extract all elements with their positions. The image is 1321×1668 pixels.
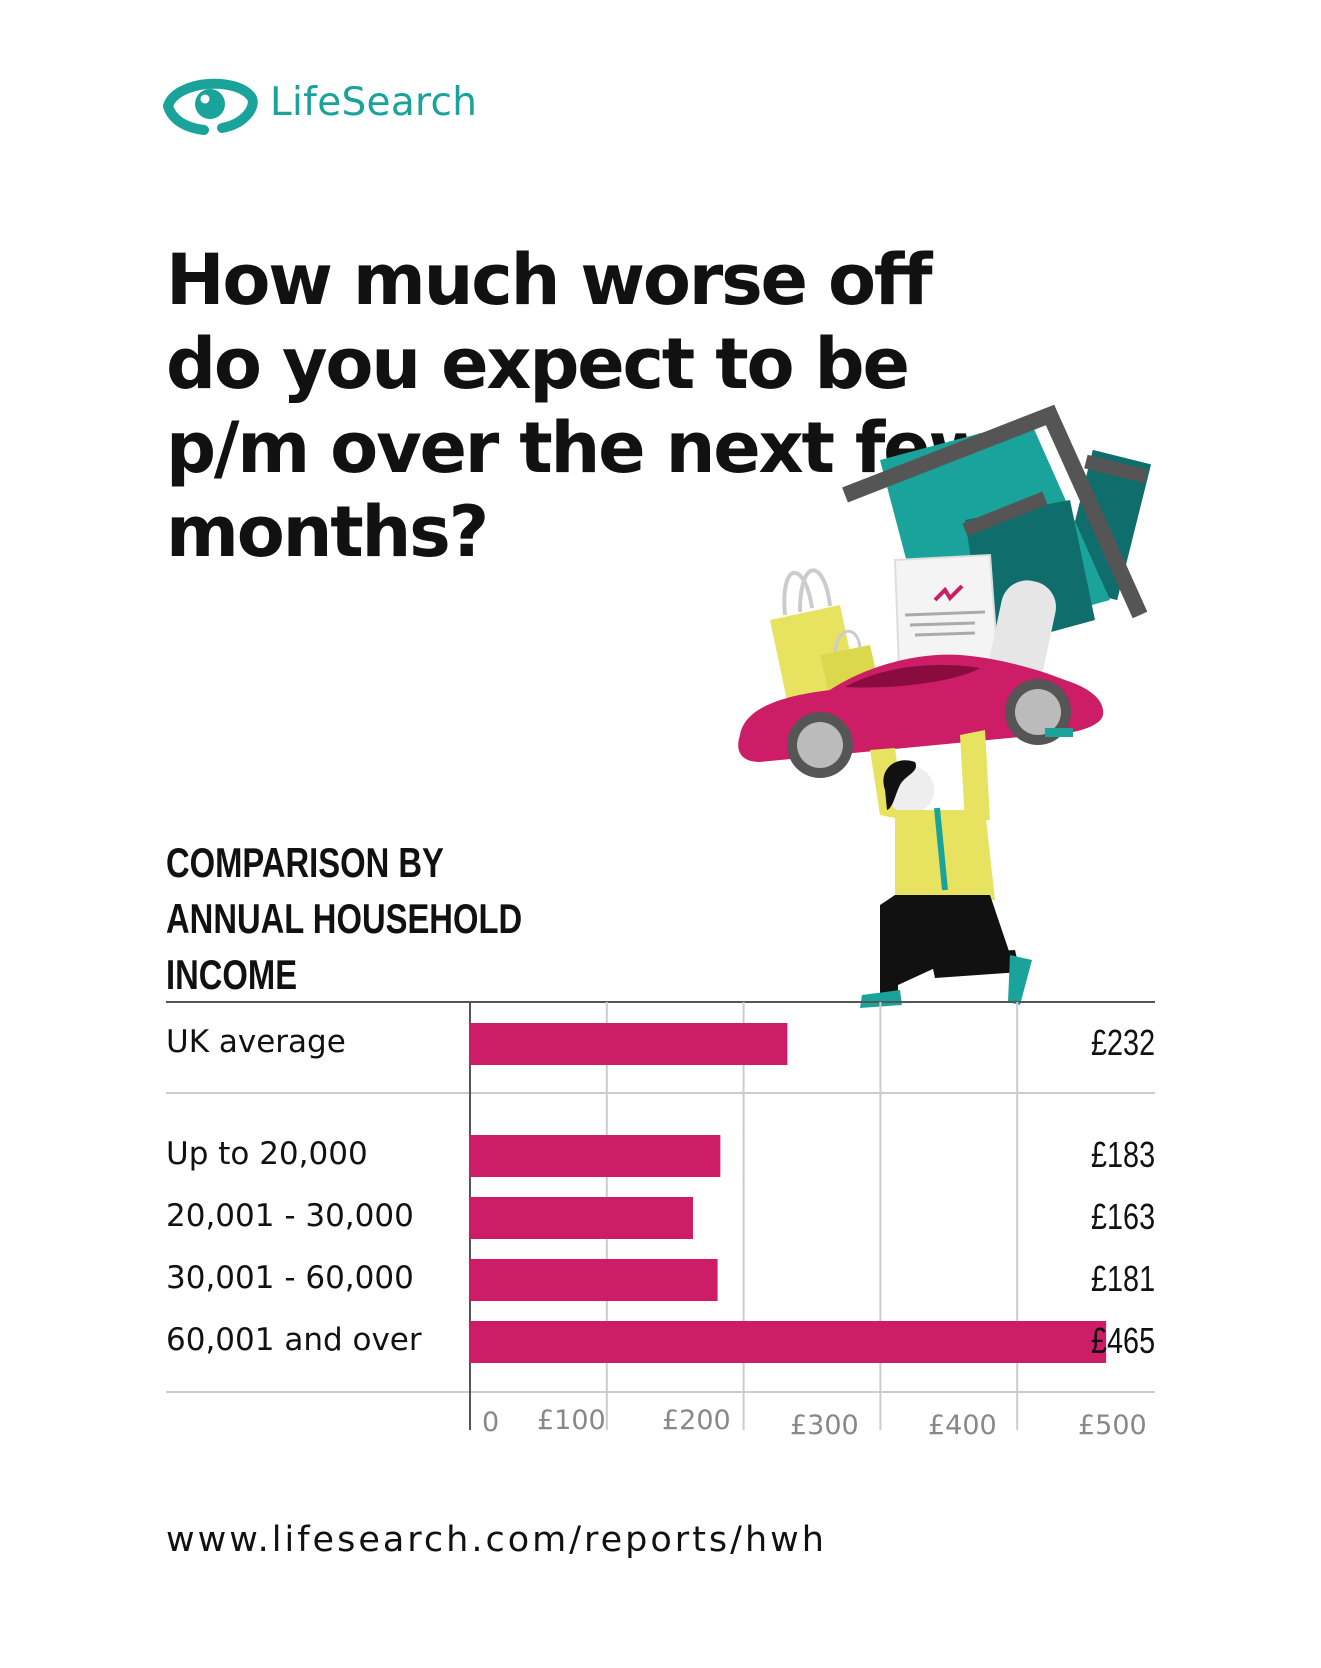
person-carrying-house-car-illustration [738,404,1152,1008]
brand-name: LifeSearch [270,80,478,125]
value-label: £183 [1090,1134,1155,1175]
value-label: £232 [1090,1022,1155,1063]
bar [470,1197,693,1239]
value-label: £465 [1090,1320,1155,1361]
x-tick-label: £400 [928,1410,997,1441]
category-label: UK average [166,1024,346,1060]
footer-url[interactable]: www.lifesearch.com/reports/hwh [166,1520,827,1560]
value-label: £163 [1090,1196,1155,1237]
value-label: £181 [1090,1258,1155,1299]
chart-subtitle: COMPARISON BY ANNUAL HOUSEHOLD INCOME [166,839,523,998]
category-label: 60,001 and over [166,1322,422,1358]
category-label: Up to 20,000 [166,1136,368,1172]
x-tick-label: £500 [1078,1410,1147,1441]
brand-logo[interactable]: LifeSearch [160,68,480,140]
bar [470,1321,1107,1363]
eye-logo-icon [163,78,258,135]
x-tick-label: £100 [537,1405,606,1436]
page-title: How much worse off do you expect to be p… [166,239,993,573]
category-label: 20,001 - 30,000 [166,1198,414,1234]
bar [470,1023,788,1065]
bar [470,1259,718,1301]
x-tick-label: £200 [662,1405,731,1436]
category-label: 30,001 - 60,000 [166,1260,414,1296]
x-tick-label: £300 [790,1410,859,1441]
bar [470,1135,721,1177]
x-tick-label: 0 [482,1407,500,1438]
